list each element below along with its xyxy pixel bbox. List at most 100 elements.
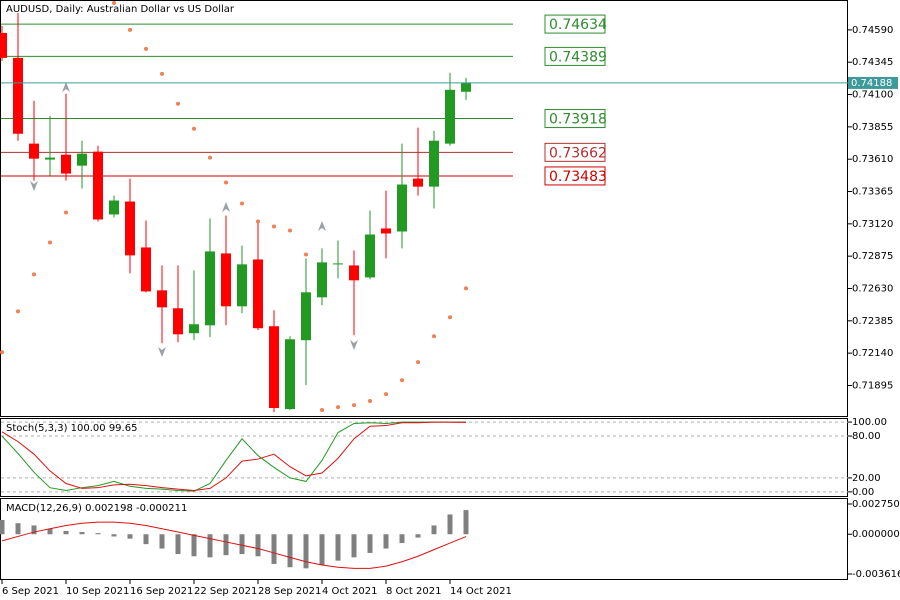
candle-body bbox=[0, 32, 7, 58]
sar-dot bbox=[272, 224, 276, 229]
sar-dot bbox=[192, 126, 196, 131]
price-label: 0.74188 bbox=[851, 78, 892, 89]
x-tick-label: 28 Sep 2021 bbox=[258, 586, 321, 597]
candle-body bbox=[349, 265, 359, 281]
x-tick-label: 10 Sep 2021 bbox=[66, 586, 129, 597]
stoch-title: Stoch(5,3,3) 100.00 99.65 bbox=[6, 423, 137, 434]
macd-bar bbox=[111, 534, 117, 537]
y-tick-label: -0.003616 bbox=[852, 569, 900, 580]
macd-bar bbox=[303, 534, 309, 569]
candle-body bbox=[301, 292, 311, 341]
x-tick-label: 8 Oct 2021 bbox=[386, 586, 441, 597]
sar-dot bbox=[240, 201, 244, 206]
candle-body bbox=[413, 178, 423, 187]
macd-bar bbox=[447, 514, 453, 535]
macd-title: MACD(12,26,9) 0.002198 -0.000211 bbox=[6, 503, 187, 514]
level-label-box bbox=[544, 14, 606, 34]
sar-dot bbox=[64, 210, 68, 215]
y-tick-label: 0.72875 bbox=[852, 251, 893, 262]
x-tick-label: 16 Sep 2021 bbox=[130, 586, 193, 597]
y-tick-label: 0.73610 bbox=[852, 154, 893, 165]
candle-body bbox=[317, 262, 327, 298]
sar-dot bbox=[32, 272, 36, 277]
indicator-line bbox=[1, 421, 466, 492]
stoch-panel bbox=[0, 418, 848, 497]
level-label: 0.73483 bbox=[549, 169, 607, 185]
fractal-down bbox=[350, 340, 358, 350]
x-tick-label: 14 Oct 2021 bbox=[450, 586, 512, 597]
fractal-up bbox=[62, 82, 70, 92]
signal-line bbox=[1, 521, 467, 569]
y-tick-label: 0.74345 bbox=[852, 57, 893, 68]
macd-bar bbox=[31, 525, 37, 535]
level-label-box bbox=[544, 166, 606, 186]
macd-bar bbox=[335, 534, 341, 561]
y-tick-label: 0.72140 bbox=[852, 348, 893, 359]
candle-body bbox=[77, 153, 87, 166]
candle-body bbox=[109, 200, 119, 215]
level-label-box bbox=[544, 142, 606, 162]
macd-bar bbox=[319, 534, 325, 566]
level-label: 0.73662 bbox=[549, 145, 607, 161]
candle-body bbox=[445, 89, 455, 144]
macd-bar bbox=[431, 525, 437, 535]
fractal-down bbox=[158, 347, 166, 357]
chart-title: AUDUSD, Daily: Australian Dollar vs US D… bbox=[6, 4, 235, 15]
macd-bar bbox=[15, 523, 21, 535]
macd-bar bbox=[127, 534, 133, 539]
macd-bar bbox=[143, 534, 149, 545]
fractal-down bbox=[30, 181, 38, 191]
sar-dot bbox=[176, 101, 180, 106]
macd-bar bbox=[239, 534, 245, 555]
candle-body bbox=[29, 143, 39, 159]
y-tick-label: 80.00 bbox=[852, 431, 881, 442]
macd-bar bbox=[271, 534, 277, 564]
macd-bar bbox=[159, 534, 165, 549]
macd-bar bbox=[351, 534, 357, 558]
macd-bar bbox=[63, 530, 69, 535]
candle-body bbox=[397, 184, 407, 232]
candle-body bbox=[365, 234, 375, 278]
y-tick-label: 0.000000 bbox=[852, 529, 900, 540]
fractal-up bbox=[318, 221, 326, 231]
candle-body bbox=[221, 253, 231, 307]
y-tick-label: 0.73365 bbox=[852, 187, 893, 198]
indicator-line bbox=[1, 421, 467, 491]
y-tick-label: 0.00 bbox=[852, 487, 874, 498]
macd-bar bbox=[415, 534, 421, 538]
macd-bar bbox=[95, 533, 101, 535]
y-tick-label: 0.002750 bbox=[852, 499, 900, 510]
sar-dot bbox=[320, 408, 324, 413]
level-label-box bbox=[544, 46, 606, 66]
candle-body bbox=[45, 157, 55, 160]
price-label-box bbox=[848, 76, 898, 89]
sar-dot bbox=[416, 360, 420, 365]
macd-bar bbox=[0, 519, 5, 535]
level-label-box bbox=[544, 109, 606, 129]
macd-bar bbox=[255, 534, 261, 557]
macd-bar bbox=[383, 534, 389, 549]
candle-body bbox=[269, 326, 279, 409]
macd-bar bbox=[367, 534, 373, 553]
candle-body bbox=[189, 324, 199, 334]
sar-dot bbox=[368, 399, 372, 404]
sar-dot bbox=[448, 315, 452, 320]
candle-body bbox=[285, 339, 295, 410]
y-tick-label: 100.00 bbox=[852, 417, 887, 428]
level-label: 0.74634 bbox=[549, 17, 607, 33]
main-panel bbox=[0, 0, 848, 417]
sar-dot bbox=[224, 180, 228, 185]
macd-bar bbox=[223, 534, 229, 556]
sar-dot bbox=[304, 252, 308, 257]
candle-body bbox=[61, 154, 71, 174]
sar-dot bbox=[112, 0, 116, 5]
candle-body bbox=[13, 57, 23, 134]
y-tick-label: 0.72630 bbox=[852, 283, 893, 294]
candle-body bbox=[333, 263, 343, 265]
x-tick-label: 6 Sep 2021 bbox=[2, 586, 59, 597]
y-tick-label: 0.71895 bbox=[852, 380, 893, 391]
sar-dot bbox=[432, 334, 436, 339]
macd-bar bbox=[79, 532, 85, 535]
macd-bar bbox=[399, 534, 405, 544]
